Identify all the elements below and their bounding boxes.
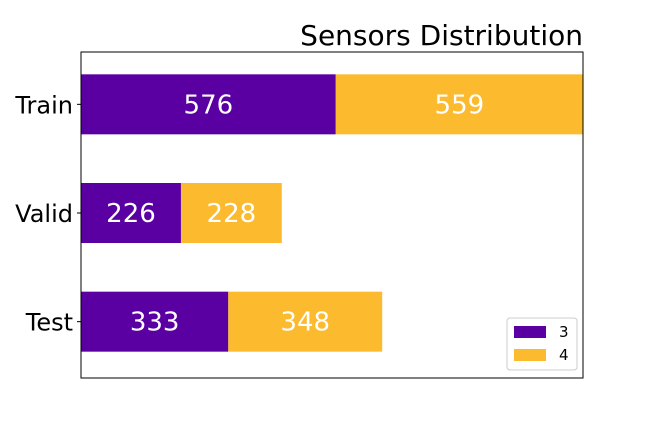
bar-train-series-3 <box>81 74 336 135</box>
bar-train-series-4 <box>335 74 583 135</box>
legend-swatch-series-3 <box>514 326 546 338</box>
legend: 34 <box>506 317 578 371</box>
legend-label-series-3: 3 <box>559 323 569 341</box>
y-axis-labels: Train Valid Test <box>14 91 81 337</box>
data-label-train-series-3: 576 <box>184 90 234 120</box>
data-label-test-series-3: 333 <box>130 308 180 338</box>
bar-test-series-4 <box>228 291 383 352</box>
legend-label-series-4: 4 <box>559 346 569 364</box>
data-label-valid-series-3: 226 <box>106 199 156 229</box>
data-label-test-series-4: 348 <box>280 308 330 338</box>
bar-valid-series-4 <box>180 183 282 243</box>
y-tick-label-valid: Valid <box>15 200 73 228</box>
legend-swatch-series-4 <box>514 349 546 361</box>
bar-valid-series-3 <box>81 183 181 243</box>
chart-title: Sensors Distribution <box>300 19 583 52</box>
y-tick-label-test: Test <box>25 309 73 337</box>
data-label-valid-series-4: 228 <box>207 199 257 229</box>
data-label-train-series-4: 559 <box>435 90 485 120</box>
y-tick-label-train: Train <box>14 91 73 119</box>
bar-test-series-3 <box>81 291 229 352</box>
bars-group: 576 559 226 228 333 348 <box>81 74 583 352</box>
plot-frame <box>80 51 584 379</box>
